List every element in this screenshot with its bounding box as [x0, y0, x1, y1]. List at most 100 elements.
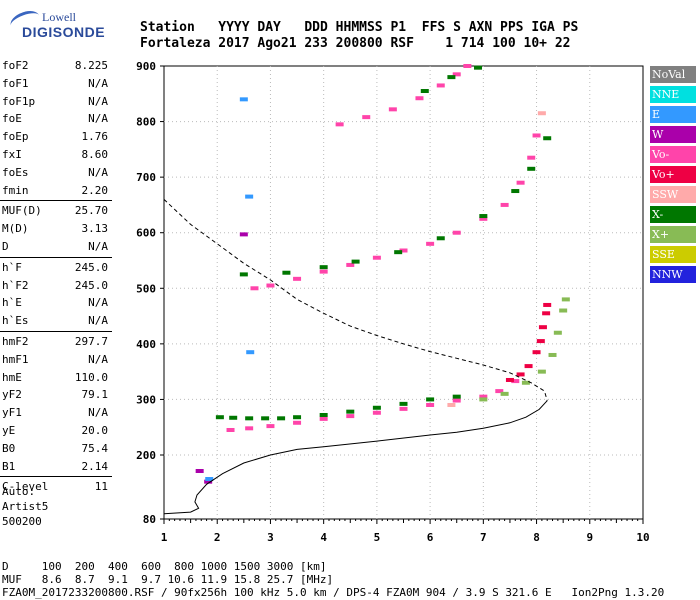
- auto-code: 500200: [2, 515, 42, 528]
- param-row: hmE 110.0: [0, 369, 112, 387]
- y-tick-label: 200: [136, 449, 156, 462]
- param-row: h`F 245.0: [0, 259, 112, 277]
- echo-point: [399, 248, 408, 253]
- series-ssw: [447, 111, 546, 407]
- param-name: h`F2: [2, 278, 29, 292]
- echo-point: [215, 415, 224, 420]
- param-value: N/A: [88, 296, 108, 310]
- x-tick-label: 8: [533, 531, 540, 544]
- y-tick-label: 500: [136, 282, 156, 295]
- echo-point: [543, 136, 552, 141]
- param-name: M(D): [2, 222, 29, 236]
- param-value: N/A: [88, 94, 108, 108]
- echo-point: [346, 409, 355, 414]
- echo-point: [245, 194, 254, 199]
- echo-point: [463, 64, 472, 68]
- y-tick-label: 400: [136, 338, 156, 351]
- echo-point: [266, 424, 275, 429]
- param-name: foEp: [2, 130, 29, 144]
- echo-point: [447, 402, 456, 407]
- param-row: foF1p N/A: [0, 93, 112, 111]
- param-name: h`Es: [2, 314, 29, 328]
- param-name: foF2: [2, 59, 29, 72]
- echo-point: [266, 283, 275, 288]
- auto-software: Artist5: [2, 500, 49, 513]
- param-value: N/A: [88, 165, 108, 179]
- param-name: foF1p: [2, 94, 36, 108]
- footer-muf-row: MUF 8.6 8.7 9.1 9.7 10.6 11.9 15.8 25.7 …: [2, 573, 334, 586]
- echo-point: [239, 272, 248, 277]
- echo-point: [319, 265, 328, 270]
- echo-point: [543, 302, 552, 307]
- echo-point: [559, 308, 568, 313]
- echo-point: [511, 379, 520, 384]
- echo-point: [426, 241, 435, 246]
- param-separator: [0, 476, 112, 478]
- echo-point: [479, 216, 488, 221]
- param-name: yF2: [2, 388, 22, 402]
- param-row: h`E N/A: [0, 294, 112, 312]
- x-tick-label: 4: [320, 531, 327, 544]
- logo-line2: DIGISONDE: [22, 24, 106, 40]
- echo-point: [245, 426, 254, 431]
- echo-point: [479, 397, 488, 402]
- header-values: Fortaleza 2017 Ago21 233 200800 RSF 1 71…: [140, 36, 571, 51]
- echo-point: [246, 350, 255, 355]
- footer-info: D 100 200 400 600 800 1000 1500 3000 [km…: [2, 560, 664, 599]
- param-value: 25.70: [74, 204, 108, 218]
- series-vo-: [505, 302, 552, 382]
- footer-distance-row: D 100 200 400 600 800 1000 1500 3000 [km…: [2, 560, 327, 573]
- x-tick-label: 2: [214, 531, 221, 544]
- x-tick-label: 6: [427, 531, 434, 544]
- param-row: hmF2 297.7: [0, 333, 112, 351]
- autoscaling-info: Auto: Artist5 500200: [2, 484, 48, 529]
- echo-point: [452, 72, 461, 77]
- echo-point: [505, 377, 514, 382]
- param-name: hmE: [2, 370, 22, 384]
- param-value: N/A: [88, 314, 108, 328]
- param-name: yE: [2, 423, 16, 437]
- param-value: 297.7: [74, 334, 108, 348]
- series-x-: [215, 65, 552, 421]
- param-value: N/A: [88, 112, 108, 126]
- echo-point: [532, 133, 541, 138]
- echo-point: [521, 380, 530, 385]
- echo-point: [239, 232, 248, 237]
- param-row: C-level 11: [0, 478, 112, 496]
- param-name: foEs: [2, 165, 29, 179]
- param-name: foF1: [2, 76, 29, 90]
- param-value: 8.225: [74, 59, 108, 72]
- echo-point: [436, 236, 445, 241]
- x-tick-label: 5: [374, 531, 381, 544]
- echo-point: [548, 352, 557, 357]
- param-row: B0 75.4: [0, 440, 112, 458]
- legend-entry: NNE: [650, 86, 696, 103]
- param-name: hmF1: [2, 352, 29, 366]
- echo-point: [293, 276, 302, 281]
- param-row: foEs N/A: [0, 164, 112, 182]
- series-w: [195, 232, 248, 484]
- param-name: C-level: [2, 480, 49, 494]
- echo-point: [293, 420, 302, 425]
- param-name: hmF2: [2, 334, 29, 348]
- echo-point: [542, 311, 551, 316]
- param-value: N/A: [88, 352, 108, 366]
- echo-point: [204, 479, 213, 484]
- y-tick-label: 900: [136, 60, 156, 73]
- echo-point: [282, 270, 291, 275]
- param-name: h`E: [2, 296, 22, 310]
- param-separator: [0, 200, 112, 202]
- echo-point: [319, 269, 328, 274]
- param-separator: [0, 330, 112, 333]
- legend-entry: NNW: [650, 266, 696, 283]
- echo-point: [452, 398, 461, 403]
- auto-label: Auto:: [2, 485, 36, 498]
- legend-entry: Vo+: [650, 166, 696, 183]
- echo-point: [351, 259, 360, 264]
- param-name: yF1: [2, 406, 22, 420]
- echo-point: [553, 330, 562, 335]
- legend-entry: Vo-: [650, 146, 696, 163]
- y-tick-label: 600: [136, 227, 156, 240]
- series-e: [205, 97, 255, 481]
